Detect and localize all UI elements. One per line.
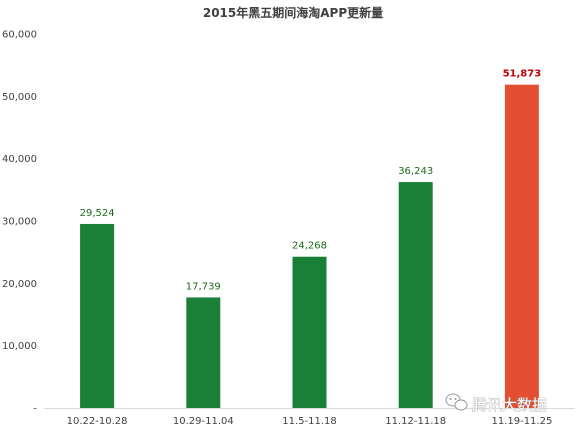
- x-tick-label: 11.5-11.18: [282, 416, 337, 427]
- watermark: 腾讯大数据: [445, 393, 547, 414]
- bar: [398, 182, 433, 408]
- y-tick-label: -: [33, 404, 37, 415]
- x-tick-label: 10.22-10.28: [67, 416, 128, 427]
- bar: [504, 84, 539, 409]
- data-label: 36,243: [398, 166, 433, 177]
- chart-title: 2015年黑五期间海淘APP更新量: [203, 5, 383, 20]
- y-tick-label: 10,000: [2, 341, 37, 352]
- y-tick-label: 50,000: [2, 92, 37, 103]
- x-tick-label: 11.12-11.18: [385, 416, 446, 427]
- bar: [186, 297, 221, 408]
- wechat-icon: [445, 393, 468, 411]
- x-axis: 10.22-10.28 10.29-11.04 11.5-11.18 11.12-11…: [44, 408, 575, 427]
- bars: [80, 84, 539, 409]
- y-tick-label: 30,000: [2, 217, 37, 228]
- data-label: 29,524: [80, 208, 115, 219]
- y-tick-label: 60,000: [2, 30, 37, 41]
- data-label: 51,873: [503, 69, 542, 80]
- data-label: 17,739: [186, 281, 221, 292]
- x-tick-label: 10.29-11.04: [173, 416, 234, 427]
- bar: [292, 256, 327, 408]
- data-labels: 29,524 17,739 24,268 36,243 51,873: [80, 69, 542, 293]
- watermark-text: 腾讯大数据: [472, 396, 547, 414]
- y-tick-label: 20,000: [2, 279, 37, 290]
- y-axis: - 10,000 20,000 30,000 40,000 50,000 60,000: [2, 30, 37, 415]
- y-tick-label: 40,000: [2, 154, 37, 165]
- bar: [80, 223, 115, 408]
- data-label: 24,268: [292, 241, 327, 252]
- x-tick-label: 11.19-11.25: [491, 416, 552, 427]
